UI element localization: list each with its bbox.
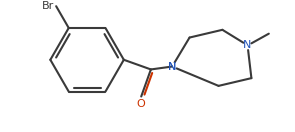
Text: N: N [168, 62, 176, 72]
Text: Br: Br [42, 1, 54, 11]
Text: N: N [168, 62, 176, 72]
Text: N: N [243, 40, 252, 50]
Text: O: O [137, 99, 146, 109]
